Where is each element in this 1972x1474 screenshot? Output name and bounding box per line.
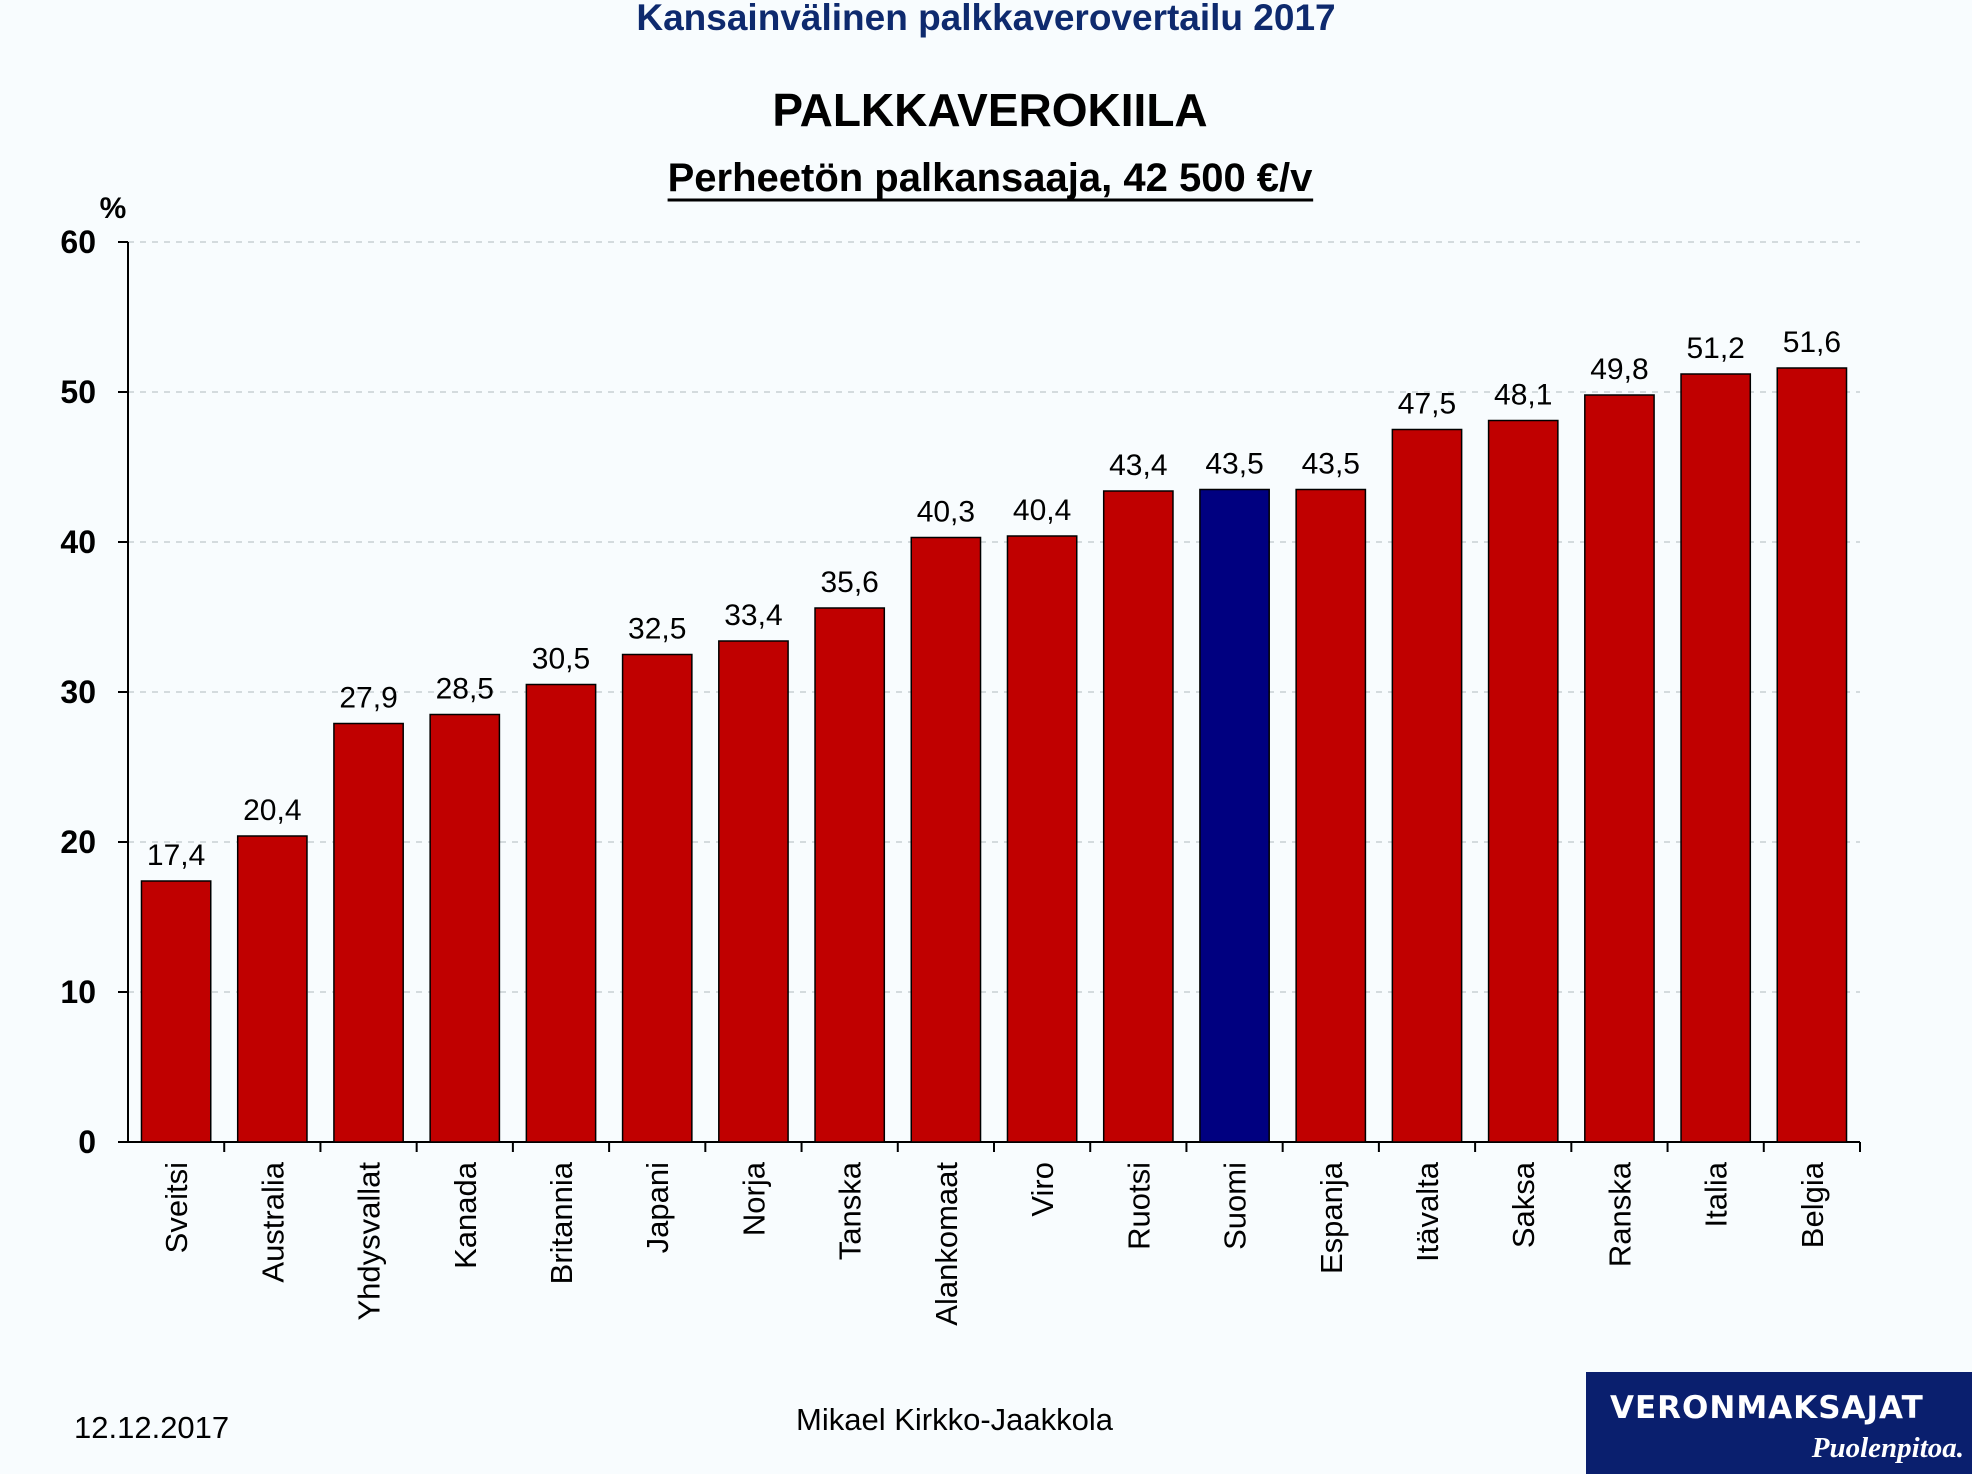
data-label: 43,4	[1109, 449, 1167, 482]
data-label: 48,1	[1494, 379, 1552, 412]
veronmaksajat-logo: VERONMAKSAJAT Puolenpitoa.	[1586, 1372, 1972, 1474]
x-tick-label: Sveitsi	[159, 1162, 194, 1253]
data-label: 27,9	[339, 682, 397, 715]
data-label: 32,5	[628, 613, 686, 646]
bar	[525, 683, 597, 1143]
data-label: 51,2	[1686, 332, 1744, 365]
x-tick-label: Italia	[1699, 1161, 1734, 1227]
y-tick-label: 20	[60, 824, 96, 860]
x-tick-label: Belgia	[1795, 1161, 1830, 1248]
y-tick-labels: 0 10 20 30 40 50 60	[60, 224, 96, 1160]
y-tick-label: 60	[60, 224, 96, 260]
data-label: 40,4	[1013, 494, 1071, 527]
data-label: 20,4	[243, 794, 301, 827]
data-labels: 17,4 20,4 27,9 28,5 30,5 32,5 33,4 35,6 40,3 40,4…	[147, 326, 1841, 872]
x-tick-label: Ruotsi	[1121, 1162, 1156, 1250]
y-axis-unit: %	[100, 192, 127, 225]
x-tick-label: Viro	[1025, 1162, 1060, 1217]
x-tick-label: Australia	[255, 1161, 290, 1282]
x-tick-label: Alankomaat	[929, 1162, 964, 1326]
gridlines	[128, 241, 1860, 993]
x-tick-label: Britannia	[544, 1161, 579, 1284]
x-tick-label: Japani	[640, 1162, 675, 1253]
data-label: 30,5	[532, 643, 590, 676]
logo-tagline: Puolenpitoa.	[1811, 1432, 1964, 1464]
bar	[910, 536, 982, 1143]
bar	[1391, 428, 1463, 1143]
bar	[1006, 535, 1078, 1143]
bar	[814, 607, 886, 1143]
bar	[140, 880, 212, 1143]
bar	[1776, 367, 1848, 1143]
bar	[1102, 490, 1174, 1143]
chart-title: PALKKAVEROKIILA	[772, 84, 1207, 136]
x-tick-label: Suomi	[1218, 1162, 1253, 1250]
data-label: 49,8	[1590, 353, 1648, 386]
x-tick-label: Kanada	[448, 1161, 483, 1269]
data-label: 17,4	[147, 839, 205, 872]
data-label: 28,5	[436, 673, 494, 706]
data-label: 33,4	[724, 599, 782, 632]
footer-date: 12.12.2017	[74, 1410, 230, 1445]
header-title: Kansainvälinen palkkaverovertailu 2017	[636, 0, 1336, 38]
data-label: 43,5	[1205, 448, 1263, 481]
data-label: 43,5	[1302, 448, 1360, 481]
bar	[1584, 394, 1655, 1143]
data-label: 40,3	[917, 496, 975, 529]
x-tick-label: Itävalta	[1410, 1161, 1445, 1262]
bar	[1680, 373, 1752, 1143]
bar	[1487, 419, 1559, 1143]
bar	[1199, 488, 1270, 1143]
bar	[333, 722, 404, 1143]
bar	[429, 713, 501, 1143]
x-tick-label: Saksa	[1506, 1161, 1541, 1248]
bars	[140, 367, 1848, 1143]
x-tick-label: Yhdysvallat	[352, 1162, 387, 1321]
data-label: 47,5	[1398, 388, 1456, 421]
x-tick-labels: Sveitsi Australia Yhdysvallat Kanada Britann…	[159, 1161, 1830, 1325]
x-tick-label: Norja	[736, 1161, 771, 1236]
y-tick-label: 30	[60, 674, 96, 710]
chart-subtitle: Perheetön palkansaaja, 42 500 €/v	[668, 156, 1314, 200]
bar	[621, 653, 693, 1143]
x-tick-label: Ranska	[1602, 1161, 1637, 1267]
axes	[118, 241, 1861, 1152]
y-tick-label: 0	[78, 1124, 96, 1160]
bar	[236, 835, 308, 1143]
bar	[1295, 488, 1367, 1143]
x-tick-label: Espanja	[1314, 1161, 1349, 1274]
x-tick-label: Tanska	[833, 1161, 868, 1260]
bar	[718, 640, 789, 1143]
y-tick-label: 40	[60, 524, 96, 560]
data-label: 35,6	[820, 566, 878, 599]
y-tick-label: 10	[60, 974, 96, 1010]
logo-name: VERONMAKSAJAT	[1610, 1390, 1924, 1426]
footer-author: Mikael Kirkko-Jaakkola	[796, 1402, 1113, 1437]
y-tick-label: 50	[60, 374, 96, 410]
data-label: 51,6	[1783, 326, 1841, 359]
